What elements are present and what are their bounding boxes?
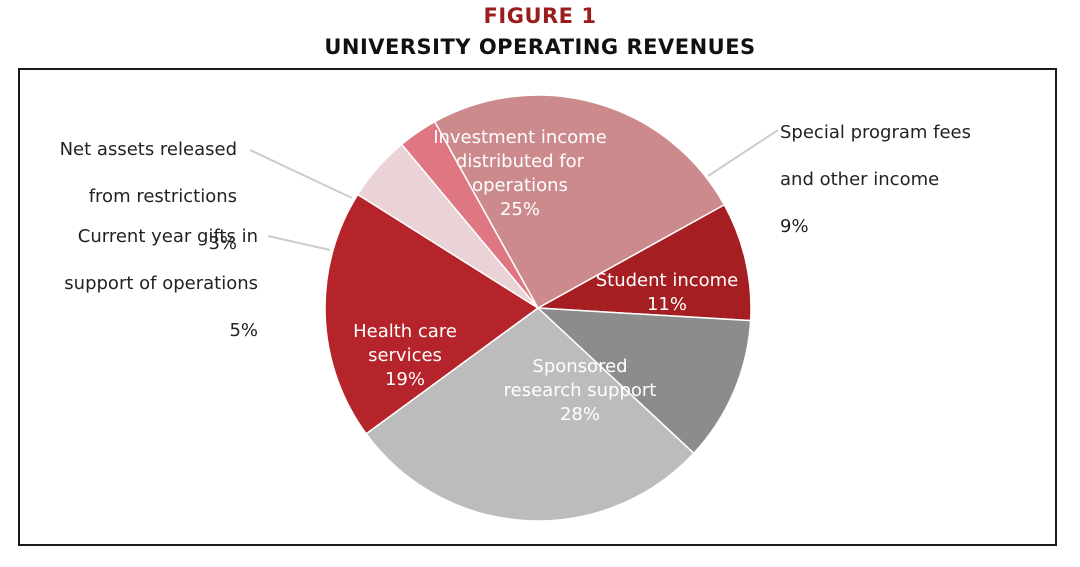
pie-slice-investment <box>433 94 726 310</box>
label-special-line-2: and other income <box>780 168 940 190</box>
chart-title: UNIVERSITY OPERATING REVENUES <box>324 35 756 59</box>
slice-pct-student: 11% <box>647 294 687 315</box>
label-netassets-line-1: Net assets released <box>59 138 237 160</box>
chart-frame <box>18 68 1057 546</box>
pie-slice-student <box>535 307 752 455</box>
label-special-pct: 9% <box>780 215 809 237</box>
pie-slice-special <box>535 203 752 322</box>
slice-label-health: Health care services 19% <box>353 321 457 390</box>
slice-label-line-investment: operations <box>472 175 568 196</box>
leader-line-netassets <box>249 149 353 199</box>
label-netassets: Net assets released from restrictions 3% <box>20 114 237 279</box>
slice-label-student: Student income 11% <box>596 270 739 315</box>
label-special-line-1: Special program fees <box>780 121 971 143</box>
label-gifts: Current year gifts in support of operati… <box>20 201 258 366</box>
slice-label-line-investment: distributed for <box>456 151 585 172</box>
label-special: Special program fees and other income 9% <box>780 97 971 262</box>
pie-slice-health <box>324 193 540 435</box>
label-netassets-pct: 3% <box>208 232 237 254</box>
slice-label-sponsored: Sponsored research support 28% <box>504 356 657 425</box>
slice-label-line-sponsored: research support <box>504 380 657 401</box>
label-netassets-line-2: from restrictions <box>88 185 237 207</box>
label-gifts-line-2: support of operations <box>64 272 258 294</box>
figure-label: FIGURE 1 <box>483 4 597 28</box>
pie-slice-sponsored <box>365 307 695 522</box>
label-gifts-pct: 5% <box>229 319 258 341</box>
leader-line-gifts <box>267 235 331 251</box>
label-gifts-line-1: Current year gifts in <box>77 225 258 247</box>
slice-label-line-investment: Investment income <box>433 127 607 148</box>
slice-label-line-sponsored: Sponsored <box>532 356 627 377</box>
leader-line-special <box>707 129 779 177</box>
slice-label-line-student: Student income <box>596 270 739 291</box>
slice-label-line-health: Health care <box>353 321 457 342</box>
slice-label-investment: Investment income distributed for operatio… <box>433 127 607 220</box>
slice-pct-investment: 25% <box>500 199 540 220</box>
slice-pct-health: 19% <box>385 369 425 390</box>
slice-pct-sponsored: 28% <box>560 404 600 425</box>
slice-label-line-health: services <box>368 345 442 366</box>
